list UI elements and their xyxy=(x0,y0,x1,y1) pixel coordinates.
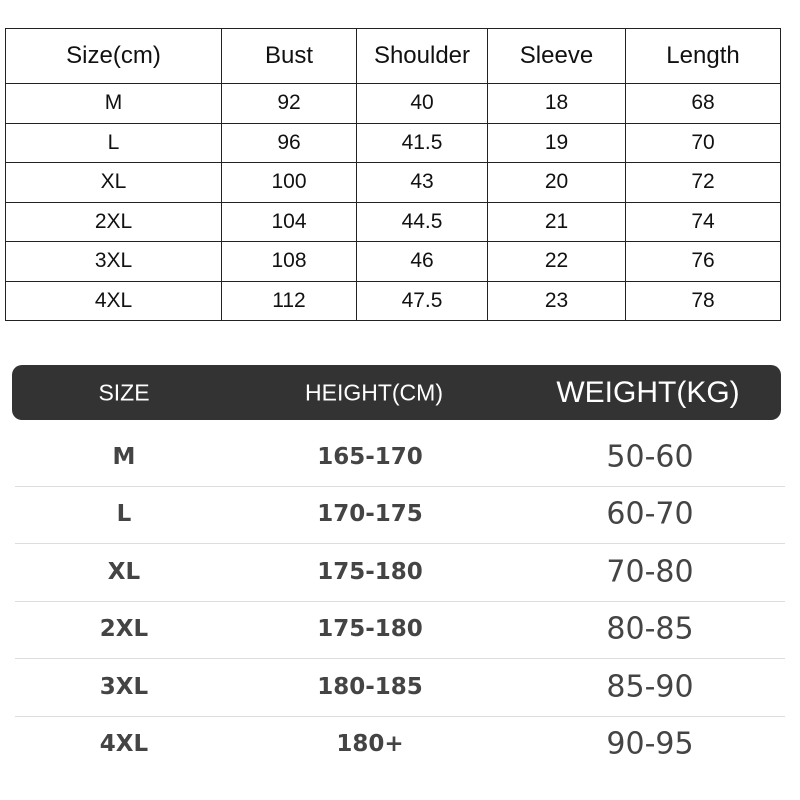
table-row: XL 100 43 20 72 xyxy=(5,162,781,203)
table-row: 2XL 104 44.5 21 74 xyxy=(5,201,781,242)
table-row: 3XL 108 46 22 76 xyxy=(5,241,781,282)
weight-cell: 60-70 xyxy=(606,496,694,532)
header-size: SIZE xyxy=(98,379,150,405)
table-cell: 2XL xyxy=(5,201,222,242)
table-cell: 40 xyxy=(356,83,488,124)
table-cell: 108 xyxy=(221,241,357,282)
table-row: L 170-175 60-70 xyxy=(15,486,785,544)
size-cell: 3XL xyxy=(99,673,149,700)
weight-cell: 90-95 xyxy=(606,726,694,762)
table-cell: 21 xyxy=(487,201,626,242)
size-cell: XL xyxy=(107,558,141,585)
table-cell: 104 xyxy=(221,201,357,242)
header-weight: WEIGHT(KG) xyxy=(556,375,740,409)
table-cell: 18 xyxy=(487,83,626,124)
table-cell: 3XL xyxy=(5,241,222,282)
recommendation-header: SIZE HEIGHT(CM) WEIGHT(KG) xyxy=(12,365,781,420)
height-cell: 170-175 xyxy=(317,501,423,528)
size-cell: 4XL xyxy=(99,731,149,758)
height-cell: 165-170 xyxy=(317,443,423,470)
table-cell: Bust xyxy=(221,28,357,84)
table-row: 2XL 175-180 80-85 xyxy=(15,601,785,659)
table-cell: 4XL xyxy=(5,280,222,321)
table-row: 3XL 180-185 85-90 xyxy=(15,658,785,717)
table-cell: 92 xyxy=(221,83,357,124)
table-cell: 19 xyxy=(487,122,626,163)
height-cell: 180-185 xyxy=(317,673,423,700)
table-cell: Length xyxy=(625,28,781,84)
table-header-row: Size(cm) Bust Shoulder Sleeve Length xyxy=(5,28,781,84)
weight-cell: 70-80 xyxy=(606,554,694,590)
table-cell: 96 xyxy=(221,122,357,163)
table-cell: 22 xyxy=(487,241,626,282)
table-row: L 96 41.5 19 70 xyxy=(5,122,781,163)
size-cell: 2XL xyxy=(99,616,149,643)
table-cell: 20 xyxy=(487,162,626,203)
table-cell: 43 xyxy=(356,162,488,203)
table-cell: M xyxy=(5,83,222,124)
table-cell: Sleeve xyxy=(487,28,626,84)
table-row: XL 175-180 70-80 xyxy=(15,543,785,602)
height-cell: 175-180 xyxy=(317,616,423,643)
table-cell: 72 xyxy=(625,162,781,203)
weight-cell: 80-85 xyxy=(606,611,694,647)
table-row: 4XL 112 47.5 23 78 xyxy=(5,280,781,321)
measurements-table: Size(cm) Bust Shoulder Sleeve Length M 92 40 18 6… xyxy=(5,28,781,321)
table-cell: Shoulder xyxy=(356,28,488,84)
table-cell: 46 xyxy=(356,241,488,282)
height-cell: 180+ xyxy=(336,731,404,758)
height-cell: 175-180 xyxy=(317,558,423,585)
table-cell: Size(cm) xyxy=(5,28,222,84)
size-cell: L xyxy=(116,501,132,528)
weight-cell: 85-90 xyxy=(606,669,694,705)
table-cell: 68 xyxy=(625,83,781,124)
size-cell: M xyxy=(112,443,136,470)
table-cell: 78 xyxy=(625,280,781,321)
table-cell: 76 xyxy=(625,241,781,282)
table-row: 4XL 180+ 90-95 xyxy=(15,716,785,774)
table-cell: 100 xyxy=(221,162,357,203)
table-cell: 47.5 xyxy=(356,280,488,321)
table-cell: 23 xyxy=(487,280,626,321)
table-cell: 44.5 xyxy=(356,201,488,242)
table-cell: 74 xyxy=(625,201,781,242)
table-row: M 165-170 50-60 xyxy=(15,428,785,487)
weight-cell: 50-60 xyxy=(606,439,694,475)
table-cell: XL xyxy=(5,162,222,203)
table-cell: 41.5 xyxy=(356,122,488,163)
table-cell: L xyxy=(5,122,222,163)
table-cell: 70 xyxy=(625,122,781,163)
table-row: M 92 40 18 68 xyxy=(5,83,781,124)
table-cell: 112 xyxy=(221,280,357,321)
header-height: HEIGHT(CM) xyxy=(305,379,443,405)
